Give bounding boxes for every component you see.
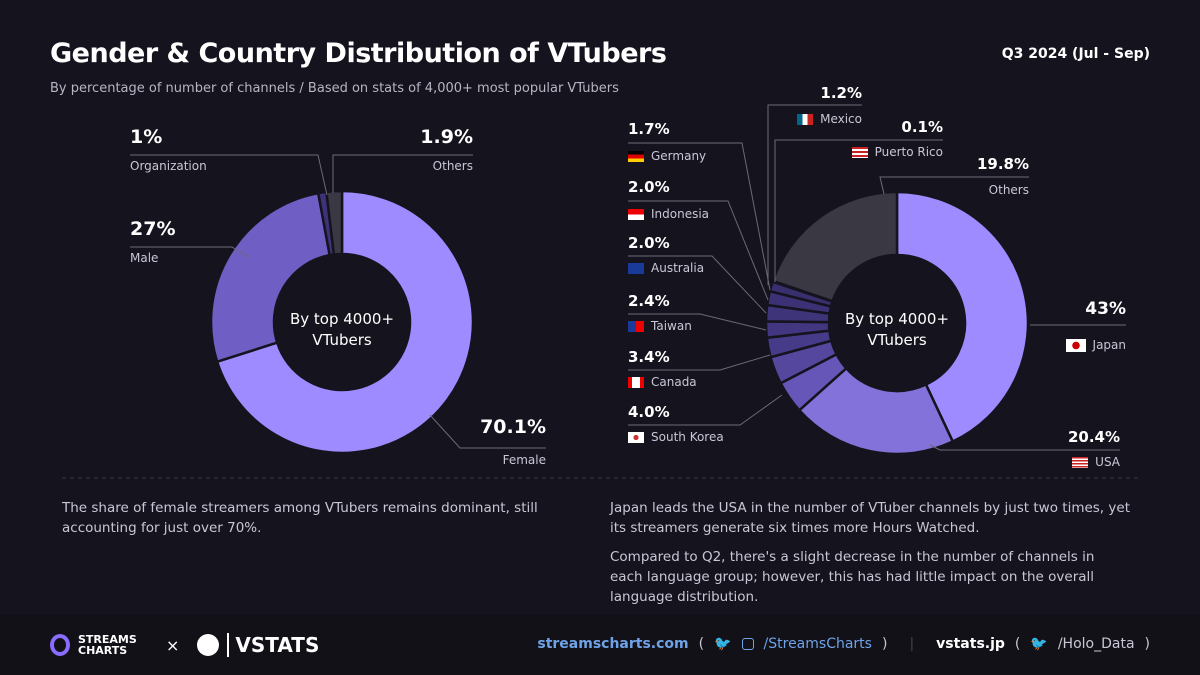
page-title: Gender & Country Distribution of VTubers: [50, 38, 667, 69]
country-donut: [764, 190, 1030, 456]
mexico-label: Mexico: [797, 112, 862, 126]
footer: STREAMS CHARTS × VSTATS streamscharts.co…: [0, 615, 1200, 675]
japan-pct: 43%: [1085, 299, 1126, 319]
indonesia-pct: 2.0%: [628, 178, 670, 196]
country-others-label: Others: [988, 183, 1029, 197]
note-country-1: Japan leads the USA in the number of VTu…: [610, 500, 1130, 536]
germany-pct: 1.7%: [628, 120, 670, 138]
instagram-icon[interactable]: [741, 638, 754, 650]
taiwan-pct: 2.4%: [628, 292, 670, 310]
japan-label: Japan: [1065, 338, 1126, 352]
leader-lines: [62, 104, 1140, 479]
female-pct: 70.1%: [480, 416, 546, 438]
paren: (: [698, 636, 705, 652]
germany-name: Germany: [651, 149, 707, 163]
gender-others-label: Others: [432, 159, 473, 173]
australia-flag-icon: [628, 262, 644, 274]
male-label: Male: [130, 251, 159, 265]
mexico-flag-icon: [797, 113, 814, 125]
paren: (: [1014, 636, 1021, 652]
vstats-handle[interactable]: /Holo_Data: [1057, 636, 1135, 652]
indonesia-flag-icon: [628, 208, 644, 220]
australia-name: Australia: [651, 261, 705, 275]
divider: |: [909, 636, 915, 652]
korea-pct: 4.0%: [628, 403, 670, 421]
indonesia-name: Indonesia: [651, 207, 710, 221]
usa-label: USA: [1072, 455, 1120, 469]
korea-flag-icon: [628, 431, 644, 443]
country-others-pct: 19.8%: [976, 155, 1029, 173]
mexico-pct: 1.2%: [820, 84, 862, 102]
australia-label: Australia: [628, 261, 704, 275]
australia-pct: 2.0%: [628, 234, 670, 252]
taiwan-name: Taiwan: [651, 319, 692, 333]
puerto-rico-name: Puerto Rico: [874, 145, 943, 159]
puerto-rico-label: Puerto Rico: [851, 145, 943, 159]
streamscharts-link[interactable]: streamscharts.com: [537, 636, 689, 652]
gender-center-label-2: VTubers: [312, 331, 372, 349]
canada-name: Canada: [651, 375, 697, 389]
japan-name: Japan: [1092, 338, 1126, 352]
streamscharts-logo-icon: [50, 634, 70, 656]
streamscharts-handle[interactable]: /StreamsCharts: [763, 636, 872, 652]
taiwan-label: Taiwan: [628, 319, 692, 333]
slice-usa: [797, 366, 955, 456]
page-subtitle: By percentage of number of channels / Ba…: [50, 81, 619, 96]
vstats-link[interactable]: vstats.jp: [936, 636, 1005, 652]
mexico-name: Mexico: [820, 112, 862, 126]
paren: ): [1144, 636, 1150, 652]
usa-flag-icon: [1072, 456, 1089, 468]
gender-others-pct: 1.9%: [420, 126, 473, 148]
collab-x: ×: [166, 635, 180, 655]
country-center-label-1: By top 4000+: [845, 310, 949, 328]
japan-flag-icon: [1065, 338, 1086, 352]
country-center-label-2: VTubers: [867, 331, 927, 349]
korea-label: South Korea: [628, 430, 724, 444]
period-label: Q3 2024 (Jul - Sep): [1001, 46, 1150, 62]
female-label: Female: [502, 453, 546, 467]
canada-label: Canada: [628, 375, 697, 389]
slice-japan: [895, 190, 1030, 444]
canada-flag-icon: [628, 376, 644, 388]
slice-female: [215, 189, 475, 455]
vstats-logo-icon: [197, 634, 220, 656]
note-gender: The share of female streamers among VTub…: [62, 500, 538, 536]
puerto-rico-flag-icon: [851, 146, 868, 158]
korea-name: South Korea: [651, 430, 724, 444]
org-label: Organization: [130, 159, 207, 173]
gender-center-label-1: By top 4000+: [290, 310, 394, 328]
germany-label: Germany: [628, 149, 706, 163]
twitter-icon[interactable]: 🐦: [1030, 636, 1048, 652]
slice-male: [209, 191, 332, 364]
slice-others: [325, 189, 344, 256]
usa-name: USA: [1095, 455, 1120, 469]
note-country-2: Compared to Q2, there's a slight decreas…: [610, 549, 1095, 605]
puerto-rico-pct: 0.1%: [901, 118, 943, 136]
indonesia-label: Indonesia: [628, 207, 709, 221]
germany-flag-icon: [628, 150, 644, 162]
vstats-logo: VSTATS: [227, 633, 319, 657]
streamscharts-logo: STREAMS CHARTS: [78, 633, 137, 657]
gender-donut: [209, 189, 475, 455]
usa-pct: 20.4%: [1067, 428, 1120, 446]
male-pct: 27%: [130, 218, 176, 240]
taiwan-flag-icon: [628, 320, 644, 332]
slice-others: [771, 190, 899, 303]
org-pct: 1%: [130, 126, 163, 148]
twitter-icon[interactable]: 🐦: [714, 636, 732, 652]
paren: ): [881, 636, 888, 652]
canada-pct: 3.4%: [628, 348, 670, 366]
